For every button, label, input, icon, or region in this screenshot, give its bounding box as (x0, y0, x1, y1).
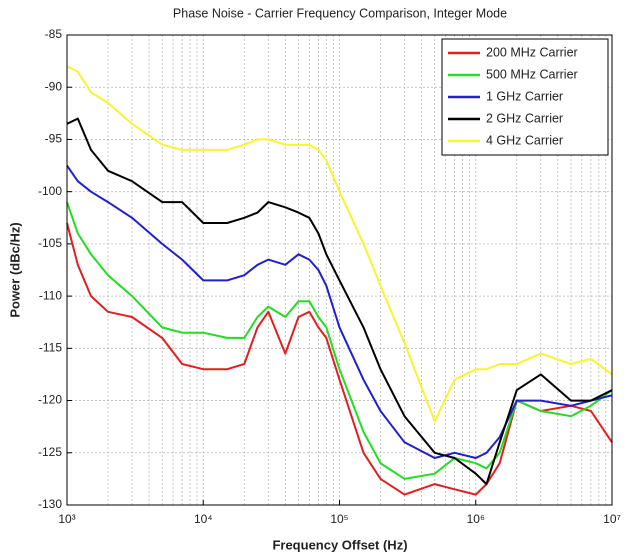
legend-label: 200 MHz Carrier (486, 45, 578, 59)
y-tick-label: -115 (39, 341, 62, 355)
y-tick-label: -90 (45, 79, 63, 93)
series-line (66, 222, 613, 496)
y-tick-label: -110 (39, 288, 62, 302)
y-tick-label: -130 (38, 497, 62, 511)
x-tick-label: 10⁴ (194, 512, 213, 526)
legend-label: 4 GHz Carrier (486, 133, 563, 147)
series-line (66, 117, 613, 486)
x-tick-label: 10⁵ (330, 512, 348, 526)
plot-frame (66, 34, 613, 506)
x-tick-label: 10⁷ (603, 512, 621, 526)
series-line (66, 201, 613, 480)
x-tick-label: 10⁶ (467, 512, 485, 526)
series-line (66, 65, 613, 423)
y-tick-label: -125 (38, 445, 62, 459)
y-axis-label: Power (dBc/Hz) (7, 222, 22, 317)
y-tick-label: -120 (38, 393, 62, 407)
legend-label: 500 MHz Carrier (486, 67, 578, 81)
x-tick-label: 10³ (58, 512, 75, 526)
x-axis-label: Frequency Offset (Hz) (272, 537, 407, 552)
y-tick-label: -95 (45, 132, 63, 146)
legend-label: 2 GHz Carrier (486, 111, 563, 125)
chart-title: Phase Noise - Carrier Frequency Comparis… (173, 6, 507, 20)
y-tick-label: -100 (38, 184, 62, 198)
y-tick-label: -105 (38, 236, 62, 250)
legend-label: 1 GHz Carrier (486, 89, 563, 103)
series-line (66, 165, 613, 459)
y-tick-label: -85 (45, 27, 63, 41)
